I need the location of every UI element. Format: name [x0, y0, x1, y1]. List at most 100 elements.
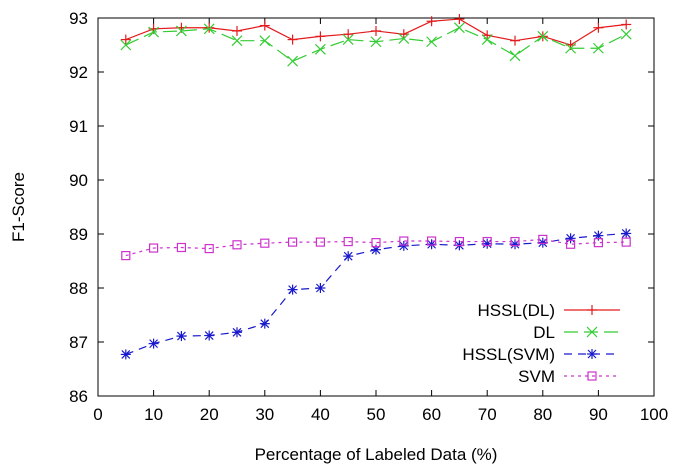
axis-ticks: 0 10 20 30 40 50 60 70 80 90 100 86 87 88 89 90 91 92 93 [69, 9, 668, 424]
data-point-hssl-svm [315, 283, 326, 293]
data-point-dl [148, 26, 160, 38]
data-point-svm [538, 234, 548, 244]
data-point-hssl-svm [176, 331, 187, 342]
legend-label: DL [533, 323, 555, 342]
data-point-hssl-svm [426, 239, 437, 250]
x-tick-label: 60 [422, 405, 441, 424]
data-point-svm [149, 243, 159, 253]
data-point-hssl-dl [593, 22, 604, 33]
data-point-dl [203, 23, 215, 35]
data-point-hssl-svm [343, 251, 354, 262]
legend-marker [586, 326, 598, 338]
data-point-hssl-dl [454, 14, 465, 25]
data-point-hssl-svm [204, 330, 215, 341]
legend-marker [587, 305, 597, 315]
x-tick-label: 70 [478, 405, 497, 424]
data-point-dl [370, 36, 382, 48]
data-point-hssl-dl [482, 30, 493, 41]
data-point-dl [342, 34, 354, 46]
x-tick-label: 100 [640, 405, 668, 424]
data-point-hssl-dl [120, 34, 131, 45]
data-point-hssl-svm [287, 284, 298, 295]
data-point-svm [482, 236, 492, 247]
y-tick-label: 91 [69, 117, 88, 136]
data-point-dl [481, 34, 493, 46]
x-tick-label: 20 [200, 405, 219, 424]
data-point-svm [454, 236, 464, 247]
legend-marker [587, 371, 597, 381]
data-point-hssl-dl [287, 34, 298, 45]
data-point-dl [537, 30, 549, 42]
series-dl [120, 22, 632, 67]
data-point-hssl-dl [204, 22, 215, 33]
series-hssl-svm [120, 228, 632, 360]
data-point-svm [565, 239, 576, 249]
data-point-svm [510, 236, 520, 247]
data-point-dl [398, 33, 410, 44]
data-point-svm [399, 236, 409, 246]
data-point-hssl-svm [259, 318, 270, 329]
data-point-svm [176, 242, 186, 253]
data-point-svm [343, 236, 353, 247]
data-point-hssl-svm [621, 228, 632, 239]
data-point-hssl-dl [343, 29, 354, 40]
y-tick-label: 87 [69, 333, 88, 352]
legend-label: SVM [518, 367, 555, 386]
legend-item-svm: SVM [518, 367, 620, 386]
data-point-hssl-svm [120, 349, 131, 360]
data-point-svm [621, 237, 631, 247]
data-point-svm [593, 238, 604, 248]
x-axis-title: Percentage of Labeled Data (%) [255, 445, 498, 464]
y-axis-title: F1-Score [9, 172, 28, 242]
x-tick-label: 90 [589, 405, 608, 424]
y-tick-label: 88 [69, 279, 88, 298]
data-point-hssl-dl [259, 20, 270, 31]
data-point-dl [287, 55, 299, 67]
data-point-dl [426, 36, 438, 48]
data-point-hssl-dl [232, 25, 242, 36]
data-point-hssl-dl [315, 31, 326, 42]
legend-item-hssl-dl: HSSL(DL) [478, 301, 620, 320]
data-point-dl [509, 50, 521, 62]
data-point-svm [260, 238, 270, 248]
data-point-hssl-dl [426, 16, 437, 27]
data-point-dl [314, 43, 326, 55]
data-point-hssl-svm [232, 327, 242, 338]
data-point-dl [592, 42, 604, 54]
data-point-svm [315, 237, 325, 247]
legend-marker [587, 349, 597, 359]
y-tick-label: 92 [69, 63, 88, 82]
data-point-hssl-dl [371, 25, 381, 36]
data-point-svm [427, 236, 437, 246]
y-tick-label: 90 [69, 171, 88, 190]
y-tick-label: 86 [69, 387, 88, 406]
legend-item-dl: DL [533, 323, 620, 342]
x-tick-label: 0 [93, 405, 102, 424]
data-point-svm [121, 251, 131, 261]
data-point-dl [453, 22, 465, 34]
data-point-hssl-dl [621, 19, 632, 30]
legend: HSSL(DL) DL HSSL(SVM) SVM [462, 301, 620, 386]
series-layer [120, 14, 632, 360]
data-point-svm [288, 237, 298, 247]
data-point-hssl-dl [510, 35, 520, 46]
legend-item-hssl-svm: HSSL(SVM) [462, 345, 620, 364]
data-point-dl [231, 35, 243, 47]
y-tick-label: 93 [69, 9, 88, 28]
data-point-dl [259, 35, 271, 47]
series-line-svm [125, 238, 627, 257]
data-point-svm [232, 240, 242, 250]
data-point-hssl-dl [398, 29, 409, 40]
x-tick-label: 50 [367, 405, 386, 424]
data-point-svm [371, 238, 381, 248]
data-point-hssl-svm [398, 240, 409, 251]
x-tick-label: 10 [144, 405, 163, 424]
data-point-hssl-svm [148, 338, 159, 349]
series-svm [121, 234, 631, 261]
data-point-hssl-svm [565, 233, 576, 244]
legend-label: HSSL(SVM) [462, 345, 555, 364]
data-point-dl [565, 42, 577, 54]
x-tick-label: 40 [311, 405, 330, 424]
data-point-dl [620, 28, 632, 40]
